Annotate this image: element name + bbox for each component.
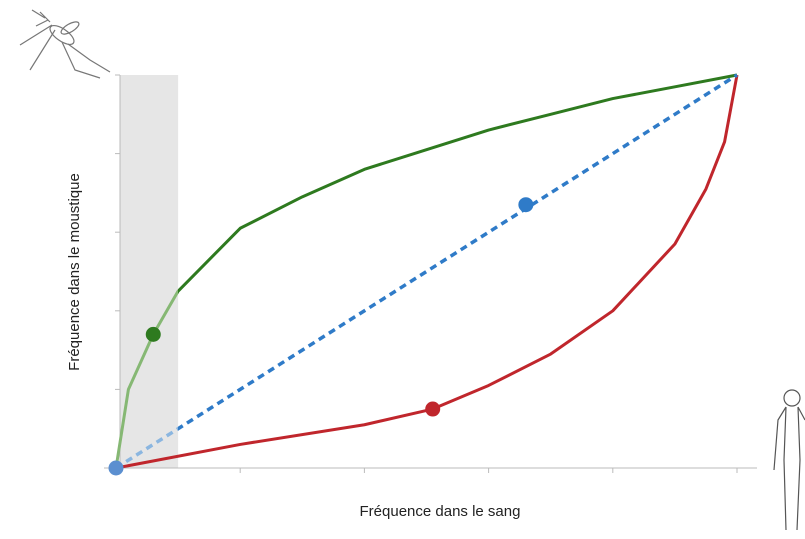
- y-axis-label: Fréquence dans le moustique: [66, 173, 83, 371]
- point: [518, 197, 534, 213]
- series-line: [115, 74, 739, 470]
- shaded-region: [120, 75, 179, 468]
- series-line: [115, 73, 738, 470]
- point: [425, 401, 441, 417]
- point: [145, 326, 161, 342]
- mosquito-icon: [19, 9, 111, 79]
- point: [108, 460, 124, 476]
- x-axis-label: Fréquence dans le sang: [360, 503, 521, 520]
- human-icon: [773, 389, 805, 531]
